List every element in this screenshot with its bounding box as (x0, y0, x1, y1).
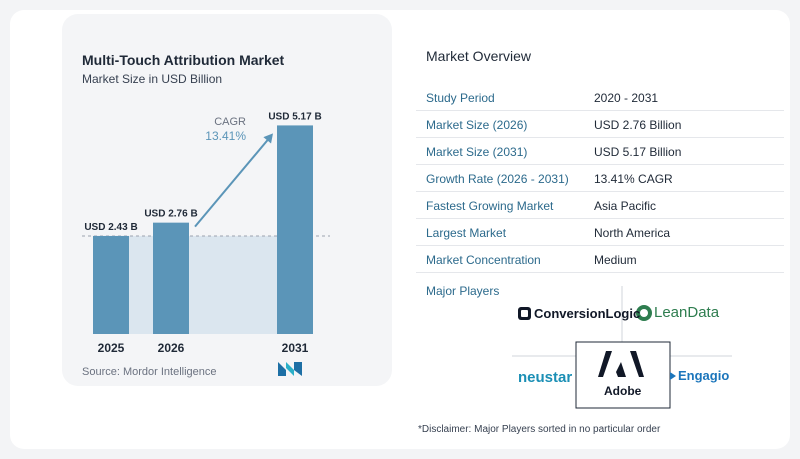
tick-label-2026: 2026 (158, 341, 185, 355)
bar-2025 (93, 235, 129, 334)
data-label-2026: USD 2.76 B (144, 209, 197, 220)
overview-value: USD 2.76 Billion (594, 118, 682, 132)
major-players-title: Major Players (426, 284, 500, 298)
overview-row: Study Period 2020 - 2031 (416, 84, 784, 111)
data-label-2031: USD 5.17 B (268, 111, 321, 122)
conversionlogic-logo: ConversionLogic (534, 306, 641, 321)
chart-title: Multi-Touch Attribution Market (82, 52, 285, 68)
bar-2026 (153, 222, 189, 334)
overview-row: Market Size (2026) USD 2.76 Billion (416, 111, 784, 138)
overview-label: Market Concentration (426, 253, 541, 267)
overview-label: Fastest Growing Market (426, 199, 554, 213)
overview-title: Market Overview (426, 48, 532, 64)
cagr-arrow (194, 137, 270, 228)
overview-value: North America (594, 226, 671, 240)
overview-label: Largest Market (426, 226, 507, 240)
overview-row: Largest Market North America (416, 219, 784, 246)
overview-row: Market Size (2031) USD 5.17 Billion (416, 138, 784, 165)
overview-label: Growth Rate (2026 - 2031) (426, 172, 569, 186)
tick-label-2031: 2031 (282, 341, 309, 355)
disclaimer-text: *Disclaimer: Major Players sorted in no … (418, 424, 661, 435)
overview-value: 2020 - 2031 (594, 91, 659, 105)
overview-label: Study Period (426, 91, 495, 105)
overview-row: Fastest Growing Market Asia Pacific (416, 192, 784, 219)
overview-label: Market Size (2031) (426, 145, 528, 159)
tick-label-2025: 2025 (98, 341, 125, 355)
bar-2031 (277, 125, 313, 335)
cagr-label: CAGR (214, 116, 246, 128)
overview-value: USD 5.17 Billion (594, 145, 682, 159)
leandata-logo: LeanData (654, 304, 720, 321)
overview-value: Medium (594, 253, 637, 267)
overview-value: 13.41% CAGR (594, 172, 673, 186)
adobe-logo: Adobe (604, 384, 642, 398)
data-label-2025: USD 2.43 B (84, 222, 137, 233)
cagr-arrow-head (263, 133, 273, 144)
cagr-value: 13.41% (205, 129, 246, 143)
mordor-logo-icon (278, 362, 302, 376)
overview-label: Market Size (2026) (426, 118, 528, 132)
chart-subtitle: Market Size in USD Billion (82, 72, 223, 86)
overview-value: Asia Pacific (594, 199, 657, 213)
overview-row: Market Concentration Medium (416, 246, 784, 273)
source-text: Source: Mordor Intelligence (82, 366, 217, 378)
overview-row: Growth Rate (2026 - 2031) 13.41% CAGR (416, 165, 784, 192)
engagio-logo: Engagio (678, 368, 730, 383)
neustar-logo: neustar (518, 369, 573, 386)
